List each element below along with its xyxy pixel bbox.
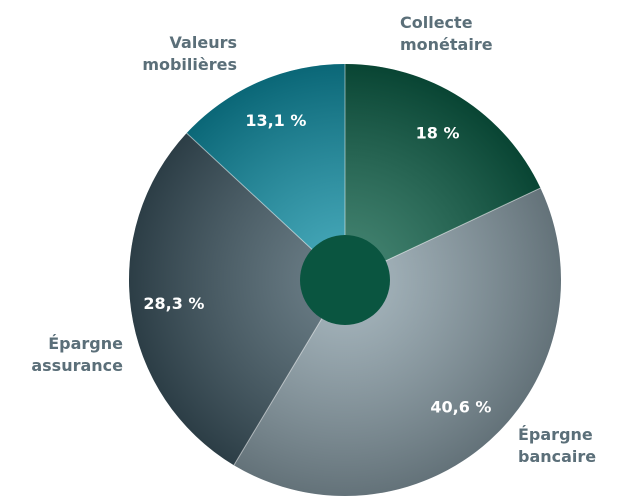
category-label: Collecte monétaire	[400, 13, 493, 54]
value-label: 40,6 %	[430, 398, 491, 417]
value-label: 28,3 %	[143, 294, 204, 313]
value-label: 18 %	[416, 124, 460, 143]
value-label: 13,1 %	[245, 111, 306, 130]
category-label: Valeurs mobilières	[142, 33, 237, 74]
center-hole	[300, 235, 390, 325]
category-label: Épargne assurance	[31, 334, 123, 375]
category-label: Épargne bancaire	[518, 425, 597, 466]
